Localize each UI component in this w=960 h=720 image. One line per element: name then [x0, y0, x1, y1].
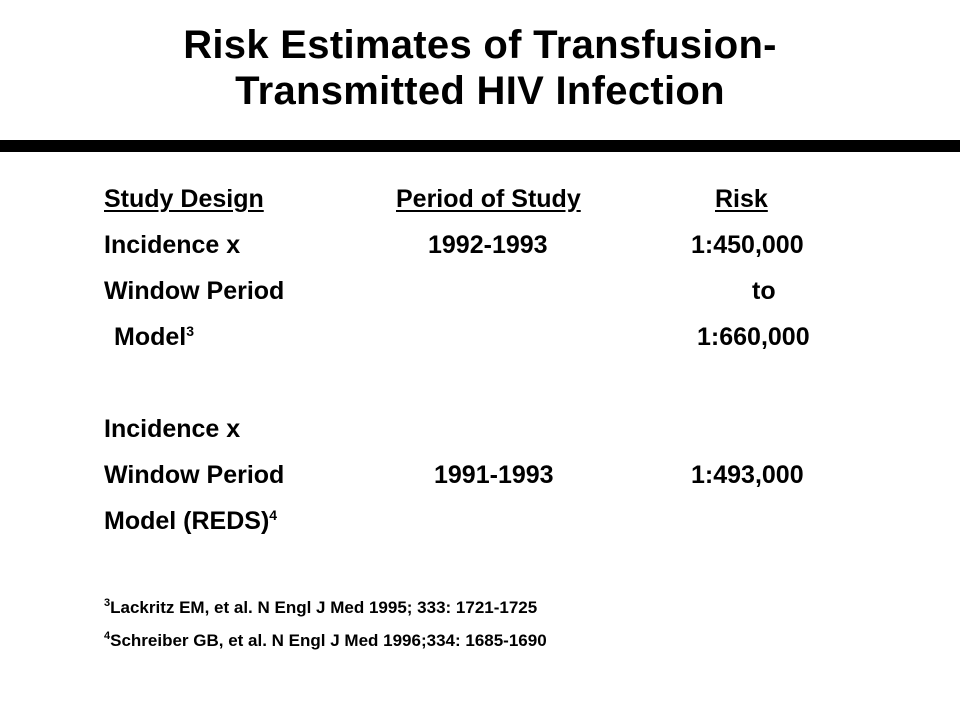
study2-row-1: Incidence x [0, 409, 960, 449]
reference-4: 4Schreiber GB, et al. N Engl J Med 1996;… [104, 629, 944, 653]
study2-design-line-3: Model (REDS)4 [104, 501, 277, 541]
study1-design-line-1: Incidence x [104, 231, 241, 259]
study2-risk: 1:493,000 [691, 461, 804, 489]
study2-row-3: Model (REDS)4 [0, 501, 960, 541]
reference-4-number: 4 [104, 630, 111, 642]
study1-model-label: Model [114, 323, 187, 351]
study1-design-line-2: Window Period [104, 277, 285, 305]
reference-3-text: Lackritz EM, et al. N Engl J Med 1995; 3… [110, 598, 538, 617]
header-study-design: Study Design [104, 185, 264, 213]
reference-3: 3Lackritz EM, et al. N Engl J Med 1995; … [104, 596, 944, 620]
header-period-of-study: Period of Study [396, 185, 581, 213]
title-divider [0, 140, 960, 152]
study1-risk-line-1: 1:450,000 [691, 231, 804, 259]
study2-reference-marker: 4 [269, 507, 278, 523]
study2-design-line-1: Incidence x [104, 415, 241, 443]
study1-row-3: Model3 1:660,000 [0, 317, 960, 357]
study2-design-line-2: Window Period [104, 461, 285, 489]
study1-risk-line-2: to [752, 277, 776, 305]
study2-row-2: Window Period 1991-1993 1:493,000 [0, 455, 960, 495]
table-header-row: Study Design Period of Study Risk [0, 179, 960, 219]
study1-row-2: Window Period to [0, 271, 960, 311]
study1-reference-marker: 3 [186, 323, 195, 339]
header-risk: Risk [715, 185, 768, 213]
slide-title: Risk Estimates of Transfusion- Transmitt… [0, 22, 960, 114]
reference-3-number: 3 [104, 597, 111, 609]
reference-4-text: Schreiber GB, et al. N Engl J Med 1996;3… [110, 631, 547, 650]
slide-title-line-1: Risk Estimates of Transfusion- [183, 23, 777, 67]
study1-design-line-3: Model3 [114, 317, 194, 357]
slide-title-line-2: Transmitted HIV Infection [235, 69, 725, 113]
study1-risk-line-3: 1:660,000 [697, 323, 810, 351]
study1-period: 1992-1993 [428, 231, 548, 259]
study2-period: 1991-1993 [434, 461, 554, 489]
study2-model-label: Model (REDS) [104, 507, 270, 535]
study1-row-1: Incidence x 1992-1993 1:450,000 [0, 225, 960, 265]
